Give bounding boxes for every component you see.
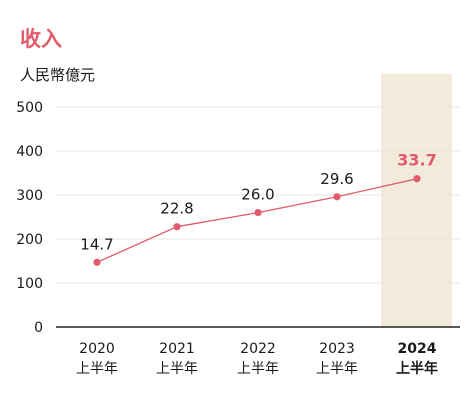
- data-points: [93, 175, 421, 266]
- data-point-2021: [173, 223, 181, 231]
- x-tick-period-2021: 上半年: [156, 361, 198, 377]
- data-point-2024: [413, 175, 421, 183]
- highlight-band: [381, 74, 452, 327]
- x-tick-period-2024: 上半年: [396, 360, 438, 377]
- y-tick-label-300: 300: [16, 188, 43, 204]
- chart-title: 收入: [20, 27, 62, 51]
- x-tick-year-2022: 2022: [240, 341, 276, 357]
- data-label-2024: 33.7: [397, 151, 436, 170]
- x-tick-year-2024: 2024: [398, 341, 437, 357]
- data-point-2023: [333, 193, 341, 201]
- x-tick-period-2022: 上半年: [237, 361, 279, 377]
- data-label-2020: 14.7: [80, 235, 113, 253]
- x-tick-labels: 2020 上半年 2021 上半年 2022 上半年 2023 上半年 2024 上半年: [76, 341, 438, 377]
- data-labels: 14.7 22.8 26.0 29.6 33.7: [80, 151, 436, 254]
- grid-lines: [56, 106, 460, 284]
- y-tick-label-200: 200: [16, 232, 43, 248]
- y-tick-label-500: 500: [16, 100, 43, 116]
- y-tick-labels: 0 100 200 300 400 500: [16, 100, 43, 336]
- x-tick-year-2021: 2021: [159, 341, 195, 357]
- y-tick-label-0: 0: [34, 320, 43, 336]
- y-axis-label: 人民幣億元: [20, 66, 95, 84]
- x-tick-year-2020: 2020: [79, 341, 115, 357]
- data-label-2023: 29.6: [320, 170, 353, 188]
- y-tick-label-100: 100: [16, 276, 43, 292]
- x-tick-period-2023: 上半年: [316, 361, 358, 377]
- data-point-2022: [254, 209, 262, 217]
- data-label-2022: 26.0: [241, 186, 274, 204]
- x-tick-period-2020: 上半年: [76, 361, 118, 377]
- x-tick-year-2023: 2023: [319, 341, 355, 357]
- data-point-2020: [93, 258, 101, 266]
- data-label-2021: 22.8: [160, 200, 193, 218]
- y-tick-label-400: 400: [16, 144, 43, 160]
